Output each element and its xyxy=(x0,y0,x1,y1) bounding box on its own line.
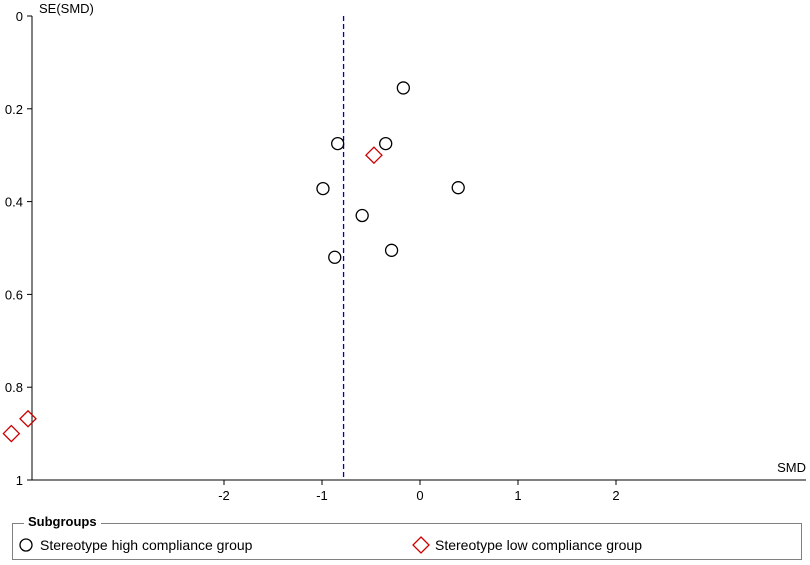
x-tick-label: -1 xyxy=(316,488,328,503)
x-axis-title: SMD xyxy=(777,460,806,475)
high-compliance-point xyxy=(331,136,345,151)
legend-item-high-compliance: Stereotype high compliance group xyxy=(16,535,252,555)
low-compliance-point xyxy=(2,424,21,443)
data-points xyxy=(2,81,465,443)
legend-label-low-compliance: Stereotype low compliance group xyxy=(435,537,643,553)
circle-marker-icon xyxy=(19,538,33,552)
x-tick-label: 2 xyxy=(612,488,619,503)
high-compliance-point xyxy=(328,250,342,264)
y-tick-label: 0.6 xyxy=(5,287,23,302)
y-tick-label: 0.2 xyxy=(5,102,23,117)
y-tick-label: 1 xyxy=(16,473,23,488)
y-tick-label: 0.4 xyxy=(5,195,23,210)
x-tick-label: 0 xyxy=(416,488,423,503)
y-tick-label: 0 xyxy=(16,9,23,24)
y-axis-title: SE(SMD) xyxy=(39,1,94,16)
diamond-marker-icon xyxy=(412,536,430,554)
legend-box xyxy=(12,523,802,560)
legend-item-low-compliance: Stereotype low compliance group xyxy=(411,535,642,555)
low-compliance-point xyxy=(19,409,37,428)
high-compliance-point xyxy=(379,136,393,151)
legend-label-high-compliance: Stereotype high compliance group xyxy=(40,537,253,553)
high-compliance-point xyxy=(451,181,465,195)
low-compliance-point xyxy=(365,146,383,165)
legend-title: Subgroups xyxy=(24,514,101,529)
axes: 0 0.2 0.4 0.6 0.8 1 -2 -1 0 1 2 xyxy=(5,9,806,503)
high-compliance-point xyxy=(384,243,399,257)
high-compliance-point xyxy=(355,208,369,223)
high-compliance-point xyxy=(396,81,410,95)
funnel-plot: 0 0.2 0.4 0.6 0.8 1 -2 -1 0 1 2 SE(SMD) SMD xyxy=(2,1,806,503)
y-tick-label: 0.8 xyxy=(5,380,23,395)
x-tick-label: -2 xyxy=(218,488,230,503)
x-tick-label: 1 xyxy=(514,488,521,503)
high-compliance-point xyxy=(316,181,330,196)
